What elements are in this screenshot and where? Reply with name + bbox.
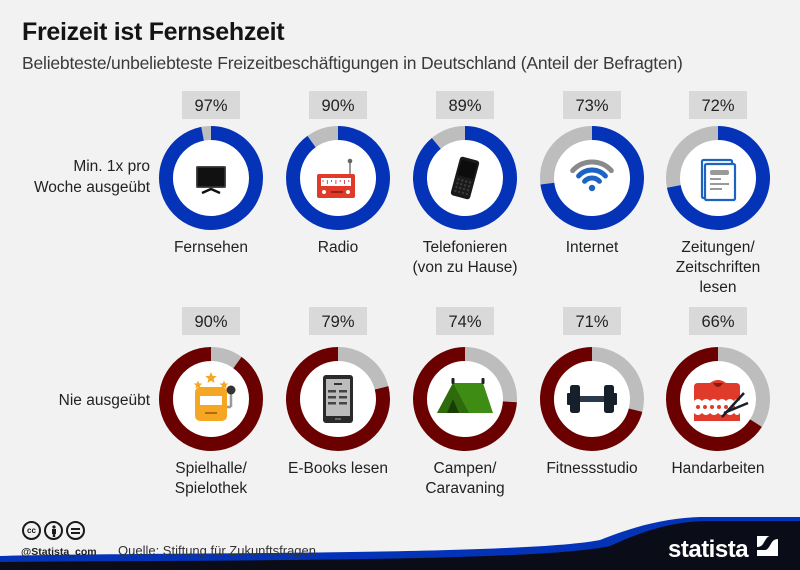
donut-weekly-4: 72% bbox=[666, 91, 770, 230]
chart-title: Freizeit ist Fernsehzeit bbox=[22, 18, 285, 46]
category-label: Spielhalle/ Spielothek bbox=[174, 460, 248, 497]
donut-value-arc bbox=[159, 126, 263, 230]
value-label: 66% bbox=[701, 313, 734, 331]
category-label: Campen/ Caravaning bbox=[425, 460, 505, 497]
row-label-never: Nie ausgeübt bbox=[58, 392, 150, 409]
value-label-box bbox=[309, 307, 367, 335]
value-label: 72% bbox=[701, 97, 734, 115]
category-label: Handarbeiten bbox=[671, 460, 765, 477]
donut-value-arc bbox=[540, 126, 644, 230]
statista-logo-icon bbox=[757, 536, 778, 556]
dumbbell-icon bbox=[567, 385, 617, 413]
value-label: 89% bbox=[448, 97, 481, 115]
donut-remainder-arc bbox=[540, 126, 593, 185]
donut-remainder-arc bbox=[337, 347, 389, 390]
tv-icon bbox=[196, 166, 226, 195]
source-note: Quelle: Stiftung für Zukunftsfragen bbox=[118, 543, 316, 558]
donut-remainder-arc bbox=[307, 126, 339, 148]
donut-value-arc bbox=[286, 347, 390, 451]
donut-never-3: 71% bbox=[540, 307, 644, 451]
donut-remainder-arc bbox=[431, 126, 466, 149]
ebook-reader-icon bbox=[323, 375, 353, 423]
donut-weekly-2: 89% bbox=[413, 91, 517, 230]
value-label-box bbox=[563, 91, 621, 119]
newspaper-icon bbox=[700, 158, 737, 202]
donut-value-arc bbox=[413, 126, 517, 230]
donut-never-1: 79% bbox=[286, 307, 390, 451]
category-label: Radio bbox=[317, 239, 359, 256]
donut-value-arc bbox=[286, 126, 390, 230]
value-label-box bbox=[436, 307, 494, 335]
donut-value-arc bbox=[413, 347, 517, 451]
nd-icon bbox=[66, 521, 85, 540]
slot-machine-icon bbox=[193, 372, 236, 421]
value-label: 97% bbox=[194, 97, 227, 115]
footer-dark-wave bbox=[0, 521, 800, 570]
license-icons: cc bbox=[22, 521, 85, 540]
by-icon bbox=[44, 521, 63, 540]
radio-icon bbox=[317, 158, 355, 198]
donut-never-4: 66% bbox=[666, 307, 770, 451]
donut-weekly-0: 97% bbox=[159, 91, 263, 230]
donut-remainder-arc bbox=[666, 126, 719, 188]
donut-remainder-arc bbox=[201, 126, 212, 141]
cc-icon: cc bbox=[22, 521, 41, 540]
value-label-box bbox=[182, 307, 240, 335]
donut-value-arc bbox=[666, 347, 762, 451]
value-label: 74% bbox=[448, 313, 481, 331]
donut-weekly-3: 73% bbox=[540, 91, 644, 230]
value-label-box bbox=[436, 91, 494, 119]
value-label-box bbox=[563, 307, 621, 335]
chart-subtitle: Beliebteste/unbeliebteste Freizeitbeschä… bbox=[22, 53, 683, 73]
donut-value-arc bbox=[159, 347, 263, 451]
value-label-box bbox=[689, 91, 747, 119]
donut-remainder-arc bbox=[210, 347, 242, 369]
value-label: 90% bbox=[321, 97, 354, 115]
category-label: E-Books lesen bbox=[288, 460, 388, 477]
category-label: Fernsehen bbox=[173, 239, 249, 256]
value-label: 73% bbox=[575, 97, 608, 115]
donut-never-2: 74% bbox=[413, 307, 517, 451]
knitting-icon bbox=[694, 380, 749, 421]
value-label: 90% bbox=[194, 313, 227, 331]
donut-weekly-1: 90% bbox=[286, 91, 390, 230]
category-label: Zeitungen/ Zeitschriften lesen bbox=[675, 239, 761, 296]
donut-value-arc bbox=[666, 126, 770, 230]
category-label: Fitnessstudio bbox=[546, 460, 638, 477]
statista-handle: @Statista_com bbox=[21, 546, 97, 558]
donut-never-0: 90% bbox=[159, 307, 263, 451]
wifi-icon bbox=[570, 159, 614, 192]
donut-remainder-arc bbox=[591, 347, 644, 412]
value-label-box bbox=[689, 307, 747, 335]
donut-value-arc bbox=[540, 347, 643, 451]
donut-remainder-arc bbox=[717, 347, 770, 427]
mobile-phone-icon bbox=[450, 156, 480, 200]
value-label-box bbox=[309, 91, 367, 119]
tent-icon bbox=[437, 378, 493, 413]
donut-remainder-arc bbox=[464, 347, 517, 403]
value-label: 71% bbox=[575, 313, 608, 331]
category-label: Internet bbox=[565, 239, 619, 256]
statista-brand: statista bbox=[668, 536, 749, 563]
value-label-box bbox=[182, 91, 240, 119]
value-label: 79% bbox=[321, 313, 354, 331]
category-label: Telefonieren (von zu Hause) bbox=[412, 239, 518, 276]
row-label-weekly: Min. 1x pro Woche ausgeübt bbox=[33, 158, 150, 196]
